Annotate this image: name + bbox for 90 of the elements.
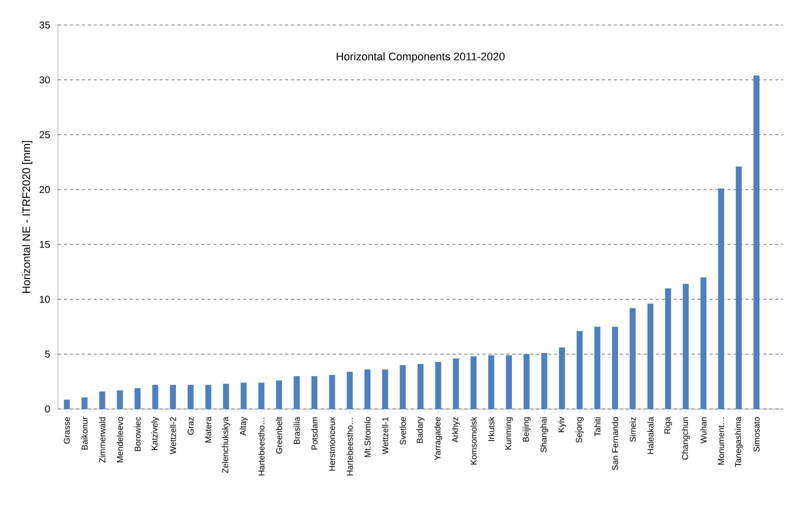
bar	[382, 370, 388, 409]
bar	[541, 353, 548, 409]
bar	[64, 400, 70, 409]
x-tick-label: Tanegashima	[734, 416, 743, 467]
x-tick-label: Riga	[664, 416, 672, 434]
bar	[400, 365, 406, 409]
x-tick-label: Tahiti	[594, 417, 600, 436]
x-tick-label: San Fernando	[612, 417, 618, 470]
bar	[99, 391, 106, 409]
x-tick-label: Greenbelt	[276, 416, 282, 454]
x-tick-label: Badary	[416, 416, 424, 443]
y-tick-label: 10	[40, 296, 50, 303]
x-tick-label: Komsomolsk	[470, 416, 477, 465]
x-tick-label: Brasilia	[294, 416, 300, 444]
bar	[152, 384, 158, 409]
bar	[222, 384, 229, 409]
bar	[258, 382, 264, 409]
x-tick-label: Hartebeestho…	[346, 418, 353, 476]
bar	[594, 326, 600, 409]
x-tick-label: Matera	[205, 416, 212, 442]
x-tick-label: Borowiec	[134, 416, 141, 451]
x-tick-label: Herstmonceux	[329, 416, 336, 471]
x-tick-label: Potsdam	[311, 417, 318, 450]
x-tick-label: Zelenchukskya	[222, 416, 230, 473]
bar	[753, 75, 760, 409]
bar	[82, 397, 88, 409]
bar	[718, 188, 724, 409]
x-tick-label: Monument…	[718, 418, 724, 465]
x-tick-label: Changchun	[682, 417, 690, 460]
x-tick-label: Wuhan	[700, 417, 707, 444]
bar	[558, 348, 565, 409]
x-tick-label: Altay	[240, 416, 248, 436]
bar	[205, 384, 212, 409]
bar	[170, 384, 176, 409]
x-tick-label: Irkutsk	[488, 416, 494, 441]
bar	[524, 354, 530, 409]
x-tick-label: Simeiz	[630, 417, 636, 442]
bar	[435, 362, 442, 409]
bar	[506, 355, 512, 409]
bar	[276, 380, 282, 409]
bar	[630, 308, 636, 409]
x-tick-label: Shanghai	[540, 417, 548, 452]
x-tick-label: Kyiv	[558, 416, 566, 432]
y-tick-label: 5	[45, 350, 50, 358]
x-tick-label: Arkhyz	[452, 417, 460, 443]
x-tick-label: Yarragadee	[434, 417, 442, 460]
x-tick-label: Zimmerwald	[99, 417, 106, 463]
x-tick-label: Hartebeestho…	[258, 418, 264, 476]
bar	[736, 166, 742, 409]
bar	[470, 356, 477, 409]
bar	[452, 358, 459, 409]
x-tick-label: Katzively	[151, 416, 160, 450]
x-tick-label: Svetloe	[400, 417, 406, 445]
bar	[364, 370, 370, 409]
x-tick-label: Beijing	[522, 417, 531, 442]
bar	[311, 376, 318, 409]
bar	[647, 304, 654, 409]
x-tick-label: Simosato	[753, 417, 760, 452]
y-tick-label: 20	[40, 186, 50, 194]
y-axis-title: Horizontal NE - ITRF2020 [mm]	[22, 141, 32, 293]
bar	[116, 390, 123, 409]
text: Horizontal Components 2011-2020	[336, 52, 505, 63]
x-tick-label: Sejong	[576, 417, 584, 443]
y-tick-label: 25	[40, 131, 50, 138]
y-tick-label: 35	[40, 21, 50, 29]
y-tick-label: 30	[40, 76, 50, 84]
x-tick-label: Mt.Stromlo	[364, 417, 371, 458]
bar	[682, 284, 689, 409]
x-tick-label: Baikonur	[81, 416, 88, 450]
bar	[188, 384, 194, 409]
bar	[294, 376, 300, 409]
bar	[418, 364, 424, 409]
x-tick-label: Wettzell-1	[382, 417, 388, 454]
bar	[612, 326, 618, 409]
bar	[346, 372, 353, 409]
bar	[240, 382, 247, 409]
bar	[488, 355, 494, 409]
x-tick-label: Kunming	[504, 417, 513, 450]
bar	[700, 277, 706, 409]
y-tick-label: 15	[40, 240, 50, 248]
bar	[134, 388, 141, 409]
bar	[665, 288, 672, 409]
x-tick-label: Mendeleevo	[116, 417, 123, 462]
x-tick-label: Grasse	[64, 417, 70, 444]
x-tick-label: Haleakala	[647, 416, 654, 454]
bar	[576, 331, 583, 409]
bar	[329, 374, 336, 409]
x-tick-label: Wettzell-2	[170, 417, 176, 454]
y-tick-label: 0	[45, 405, 50, 413]
x-tick-label: Graz	[188, 417, 194, 435]
